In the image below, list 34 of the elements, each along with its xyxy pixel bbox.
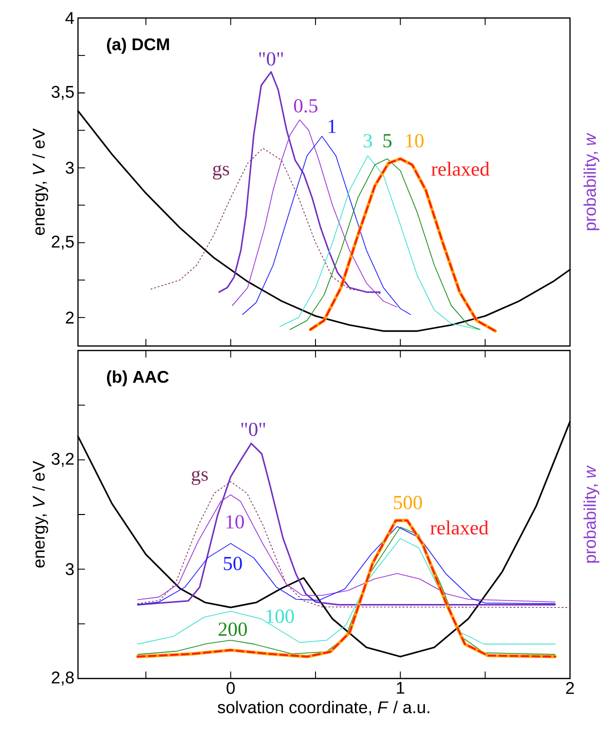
- series-label: "0": [241, 422, 266, 436]
- series-label: 1: [328, 120, 336, 133]
- series-label: gs: [192, 470, 208, 485]
- text: (b) AAC: [106, 370, 169, 386]
- y-tick-label: 3,2: [52, 452, 74, 467]
- series-label: 10: [406, 134, 424, 148]
- y-tick-label: 2,8: [52, 672, 74, 686]
- y-axis-title: energy, V / eV: [32, 128, 48, 235]
- y-tick-label: 2: [66, 312, 74, 324]
- y-axis-title: energy, V / eV: [32, 460, 48, 568]
- series-label: relaxed: [431, 162, 490, 176]
- series-label: "0": [259, 52, 283, 66]
- series-label: gs: [212, 165, 230, 180]
- y2-axis-title: probability, w: [584, 465, 600, 563]
- series-label: 3: [364, 134, 372, 148]
- x-tick-label: 0: [226, 682, 235, 694]
- x-tick-label: 1: [396, 682, 404, 694]
- series-label: 100: [266, 610, 294, 623]
- x-axis-title: solvation coordinate, F / a.u.: [218, 700, 430, 716]
- series-label: 0.5: [294, 99, 318, 113]
- series-label: 10: [226, 515, 244, 529]
- series-label: 5: [383, 134, 392, 148]
- y-tick-label: 3,5: [52, 86, 74, 100]
- series-label: relaxed: [430, 520, 488, 535]
- y2-axis-title: probability, w: [584, 132, 600, 230]
- y-tick-label: 3: [66, 162, 74, 174]
- series-label: 200: [218, 622, 247, 636]
- y-tick-label: 3: [66, 563, 74, 576]
- y-tick-label: 4: [65, 12, 74, 24]
- x-tick-label: 2: [566, 682, 574, 694]
- text: (a) DCM: [106, 38, 169, 54]
- series-label: 500: [394, 496, 422, 510]
- y-tick-label: 2,5: [52, 236, 74, 250]
- series-label: 50: [224, 556, 242, 570]
